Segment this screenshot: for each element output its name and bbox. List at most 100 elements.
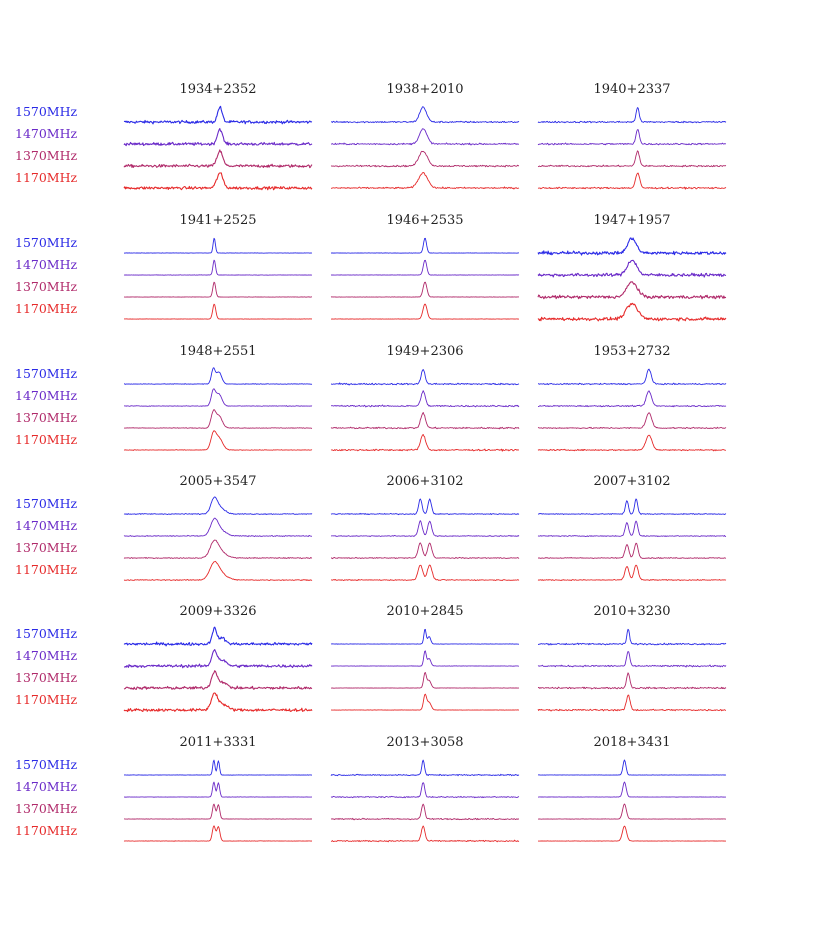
profile-trace: [123, 409, 313, 429]
pulsar-panel: 2009+3326: [123, 604, 313, 713]
profile-trace: [537, 781, 727, 798]
profile-trace: [123, 692, 313, 713]
frequency-label: 1170MHz: [15, 170, 78, 185]
pulsar-name: 2010+2845: [386, 604, 463, 619]
pulsar-name: 2018+3431: [593, 735, 670, 750]
frequency-label: 1570MHz: [15, 104, 78, 119]
frequency-label: 1570MHz: [15, 757, 78, 772]
profile-trace: [330, 369, 520, 386]
profile-trace: [123, 626, 313, 647]
profile-trace: [123, 128, 313, 147]
frequency-label: 1570MHz: [15, 366, 78, 381]
profile-trace: [537, 281, 727, 300]
pulsar-panel: 1934+2352: [123, 82, 313, 191]
pulsar-name: 1953+2732: [593, 344, 670, 359]
profile-trace: [123, 259, 313, 276]
profile-trace: [330, 693, 520, 711]
profile-trace: [123, 803, 313, 820]
pulsar-panel: 2018+3431: [537, 735, 727, 842]
frequency-label: 1370MHz: [15, 410, 78, 425]
frequency-label: 1570MHz: [15, 235, 78, 250]
profile-trace: [537, 498, 727, 515]
frequency-label: 1470MHz: [15, 257, 78, 272]
pulsar-panel: 1940+2337: [537, 82, 727, 190]
profile-trace: [123, 303, 313, 320]
profile-trace: [330, 650, 520, 667]
profile-trace: [537, 412, 727, 430]
frequency-label: 1570MHz: [15, 626, 78, 641]
profile-trace: [537, 302, 727, 322]
frequency-label: 1470MHz: [15, 648, 78, 663]
pulsar-panel: 1953+2732: [537, 344, 727, 452]
pulsar-name: 2011+3331: [179, 735, 256, 750]
profile-trace: [123, 172, 313, 191]
pulsar-name: 1946+2535: [386, 213, 463, 228]
profile-trace: [537, 672, 727, 690]
frequency-label: 1170MHz: [15, 562, 78, 577]
profile-trace: [537, 107, 727, 124]
profile-trace: [330, 172, 520, 190]
pulsar-panel: 1941+2525: [123, 213, 313, 320]
profile-trace: [537, 694, 727, 712]
frequency-label: 1570MHz: [15, 496, 78, 511]
profile-trace: [537, 259, 727, 278]
profile-trace: [538, 390, 727, 408]
frequency-label: 1370MHz: [15, 540, 78, 555]
profile-trace: [537, 368, 727, 386]
profile-trace: [330, 412, 520, 430]
profile-trace: [123, 825, 313, 842]
profile-trace: [330, 433, 520, 452]
profile-trace: [123, 430, 313, 451]
frequency-label: 1470MHz: [15, 779, 78, 794]
pulsar-panel: 2006+3102: [330, 474, 520, 582]
profile-trace: [123, 560, 313, 582]
pulsar-name: 2013+3058: [386, 735, 463, 750]
profile-trace: [330, 498, 520, 516]
pulsar-panel: 2010+2845: [330, 604, 520, 711]
profile-trace: [123, 670, 313, 690]
profile-trace: [537, 237, 727, 256]
profile-trace: [330, 564, 520, 582]
profile-trace: [330, 542, 520, 560]
profile-trace: [537, 651, 727, 668]
pulsar-name: 1948+2551: [179, 344, 256, 359]
pulsar-panel: 1949+2306: [330, 344, 520, 452]
profile-trace: [330, 825, 520, 843]
frequency-label: 1170MHz: [15, 432, 78, 447]
pulsar-panel: 1947+1957: [537, 213, 727, 322]
profile-trace: [330, 106, 520, 124]
profile-trace: [123, 105, 313, 125]
profile-trace: [330, 128, 520, 146]
frequency-label: 1370MHz: [15, 801, 78, 816]
profile-trace: [123, 149, 313, 169]
profile-trace: [537, 542, 727, 559]
pulsar-panel: 1938+2010: [330, 82, 520, 190]
profile-trace: [330, 628, 520, 645]
profile-trace: [330, 303, 519, 320]
frequency-label: 1370MHz: [15, 670, 78, 685]
profile-trace: [537, 150, 727, 168]
pulsar-panel: 1948+2551: [123, 344, 313, 451]
profile-trace: [123, 781, 313, 798]
profile-trace: [330, 281, 520, 298]
frequency-label: 1470MHz: [15, 126, 78, 141]
profile-trace: [123, 237, 313, 254]
pulsar-name: 1938+2010: [386, 82, 463, 97]
profile-trace: [537, 172, 727, 190]
pulsar-name: 2006+3102: [386, 474, 463, 489]
pulsar-name: 2010+3230: [593, 604, 670, 619]
profile-trace: [330, 259, 520, 276]
profile-trace: [538, 825, 727, 842]
pulsar-name: 1947+1957: [593, 213, 670, 228]
profile-trace: [537, 434, 727, 452]
pulsar-panel: 2007+3102: [537, 474, 727, 582]
profile-trace: [330, 390, 520, 408]
pulsar-panel: 2010+3230: [537, 604, 727, 712]
frequency-label: 1370MHz: [15, 279, 78, 294]
profile-trace: [537, 759, 727, 776]
pulsar-name: 1941+2525: [179, 213, 256, 228]
pulsar-name: 2005+3547: [179, 474, 256, 489]
profile-trace: [537, 129, 727, 146]
frequency-label: 1470MHz: [15, 518, 78, 533]
